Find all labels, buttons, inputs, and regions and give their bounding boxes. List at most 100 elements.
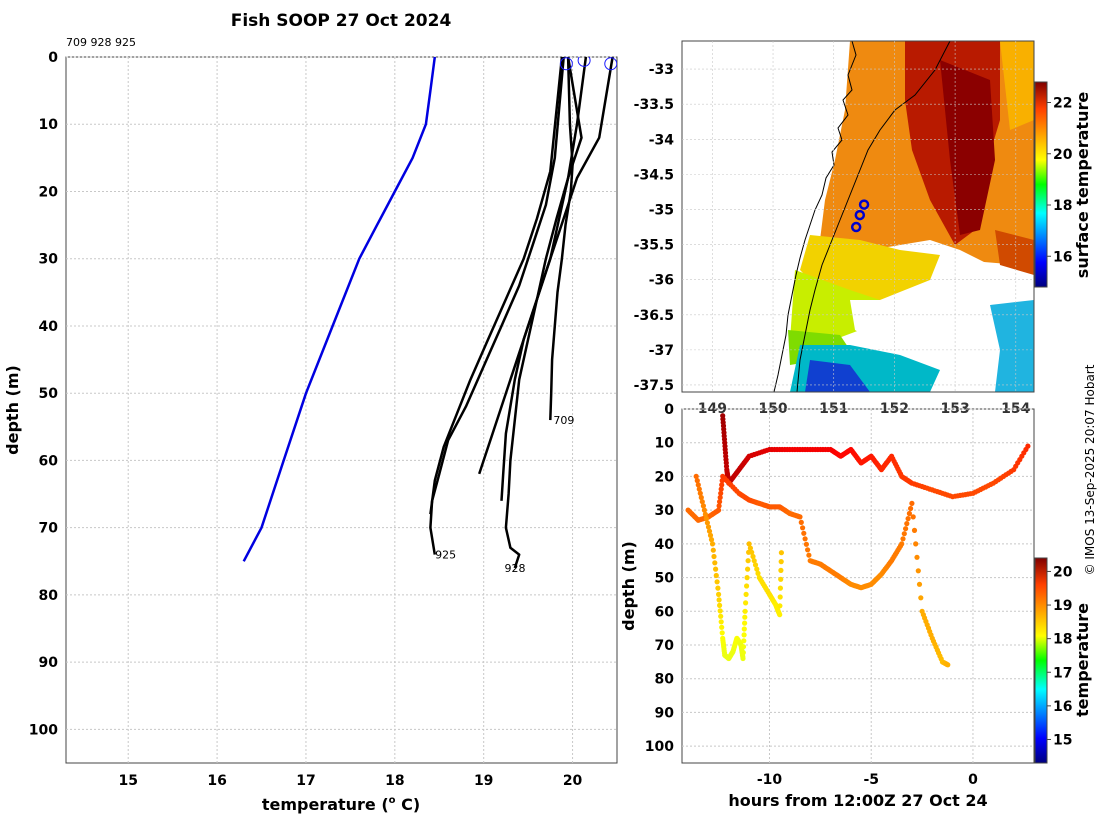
- ts-point: [778, 559, 784, 565]
- ts-point: [750, 553, 756, 560]
- ts-y-tick-label: 100: [645, 739, 674, 755]
- map-field: [682, 41, 1034, 392]
- ts-point: [741, 638, 747, 644]
- ts-point: [706, 528, 713, 534]
- map-y-tick-label: -35.5: [634, 238, 674, 254]
- land-area: [682, 41, 852, 392]
- ts-point: [806, 552, 812, 558]
- ts-point: [778, 550, 785, 556]
- ts-x-tick-label: 0: [968, 772, 978, 788]
- ts-point: [742, 614, 748, 620]
- profile-end-label: 925: [435, 549, 456, 562]
- ts-point: [702, 511, 709, 517]
- ts-point: [719, 482, 725, 488]
- ts-point: [744, 583, 750, 589]
- ts-point: [747, 545, 754, 551]
- sst-patch: [1000, 41, 1034, 130]
- map-y-tick-label: -34: [649, 132, 675, 148]
- ts-point: [718, 486, 724, 492]
- cloud-mask-2: [950, 260, 1034, 305]
- y-tick-label: 40: [39, 319, 59, 335]
- ts-point: [915, 568, 921, 574]
- ts-point: [714, 579, 720, 585]
- ts-point: [901, 531, 907, 537]
- ts-point: [745, 558, 751, 564]
- x-tick-label: 20: [563, 773, 583, 789]
- ts-point: [777, 612, 783, 618]
- sst-map: -33 -33.5 -34 -34.5 -35 -35.5 -36 -36.5 -37 -37.5…: [634, 40, 1092, 417]
- y-tick-label: 80: [39, 588, 59, 604]
- ts-point: [718, 490, 724, 496]
- ts-point: [698, 494, 704, 501]
- y-tick-label: 60: [39, 453, 59, 469]
- ts-colorbar-label: temperature: [1073, 603, 1092, 717]
- y-tick-label: 30: [39, 252, 59, 268]
- profile-line-709b: [478, 57, 583, 475]
- ts-point: [914, 554, 920, 560]
- ts-point: [903, 526, 909, 532]
- ts-point: [801, 530, 807, 536]
- ts-x-tick-label: -5: [863, 772, 879, 788]
- ts-point: [797, 514, 803, 520]
- y-tick-label: 100: [29, 722, 58, 738]
- ts-point: [741, 632, 747, 638]
- ts-point: [800, 525, 806, 531]
- map-colorbar: [1034, 81, 1048, 288]
- profile-line-925: [429, 57, 565, 555]
- profile-chart: Fish SOOP 27 Oct 2024 709 928 925 15 16 17…: [3, 11, 618, 814]
- sst-blue: [805, 360, 870, 392]
- ts-point: [740, 655, 746, 662]
- sst-red-east: [995, 230, 1034, 275]
- profile-xlabel: temperature (o C): [262, 795, 420, 814]
- xlabel-sup: o: [389, 795, 396, 806]
- ts-point: [713, 572, 719, 579]
- ts-point: [696, 486, 702, 492]
- ts-point: [711, 553, 717, 560]
- ts-ylabel: depth (m): [619, 541, 638, 631]
- ts-colorbar-tick-label: 15: [1053, 732, 1072, 748]
- ts-point: [697, 490, 703, 496]
- ts-point: [707, 532, 714, 539]
- profile-line-928: [504, 57, 588, 569]
- credit-text: © IMOS 13-Sep-2025 20:07 Hobart: [1083, 364, 1097, 575]
- station-marker: [854, 209, 866, 221]
- depth-time-chart: -10 -5 0 0 10 20 30 40 50 60 70 80 90 100 hours from …: [619, 402, 1092, 810]
- ts-colorbar: [1034, 557, 1048, 764]
- map-axes-box: [681, 40, 1035, 393]
- ts-point: [719, 630, 725, 636]
- ts-point: [913, 541, 919, 547]
- station-marker: [858, 199, 870, 210]
- ts-point: [709, 541, 716, 547]
- ts-point: [754, 566, 760, 572]
- ts-point: [741, 626, 747, 632]
- profile-line-925b: [429, 57, 564, 515]
- ts-point: [717, 499, 723, 505]
- ts-point: [805, 547, 811, 553]
- map-y-tick-label: -33.5: [634, 97, 674, 113]
- ts-point: [718, 619, 724, 625]
- profile-start-marker: [604, 57, 617, 71]
- station-marker: [850, 221, 862, 233]
- ts-point: [716, 591, 722, 598]
- y-tick-label: 70: [39, 521, 59, 537]
- map-y-tick-label: -36.5: [634, 308, 674, 324]
- map-y-tick-label: -35: [649, 202, 674, 218]
- y-tick-label: 50: [39, 386, 59, 402]
- ts-point: [744, 575, 750, 581]
- map-stations: [850, 199, 870, 233]
- chart-title: Fish SOOP 27 Oct 2024: [231, 11, 452, 31]
- ts-point: [755, 570, 761, 577]
- ts-point: [700, 503, 707, 509]
- ts-point: [701, 507, 708, 513]
- ts-point: [899, 541, 905, 547]
- xlabel-end: C): [396, 795, 421, 814]
- ts-point: [905, 516, 911, 522]
- ts-point: [743, 600, 749, 606]
- map-ticks: -33 -33.5 -34 -34.5 -35 -35.5 -36 -36.5 -37 -37.5…: [634, 41, 1034, 417]
- map-y-tick-label: -34.5: [634, 167, 674, 183]
- ts-y-tick-label: 40: [655, 537, 675, 553]
- xlabel-main: temperature (: [262, 795, 389, 814]
- ts-point: [703, 516, 710, 522]
- ts-ticks: -10 -5 0 0 10 20 30 40 50 60 70 80 90 100: [645, 402, 1034, 788]
- header-ids: 709 928 925: [66, 36, 136, 49]
